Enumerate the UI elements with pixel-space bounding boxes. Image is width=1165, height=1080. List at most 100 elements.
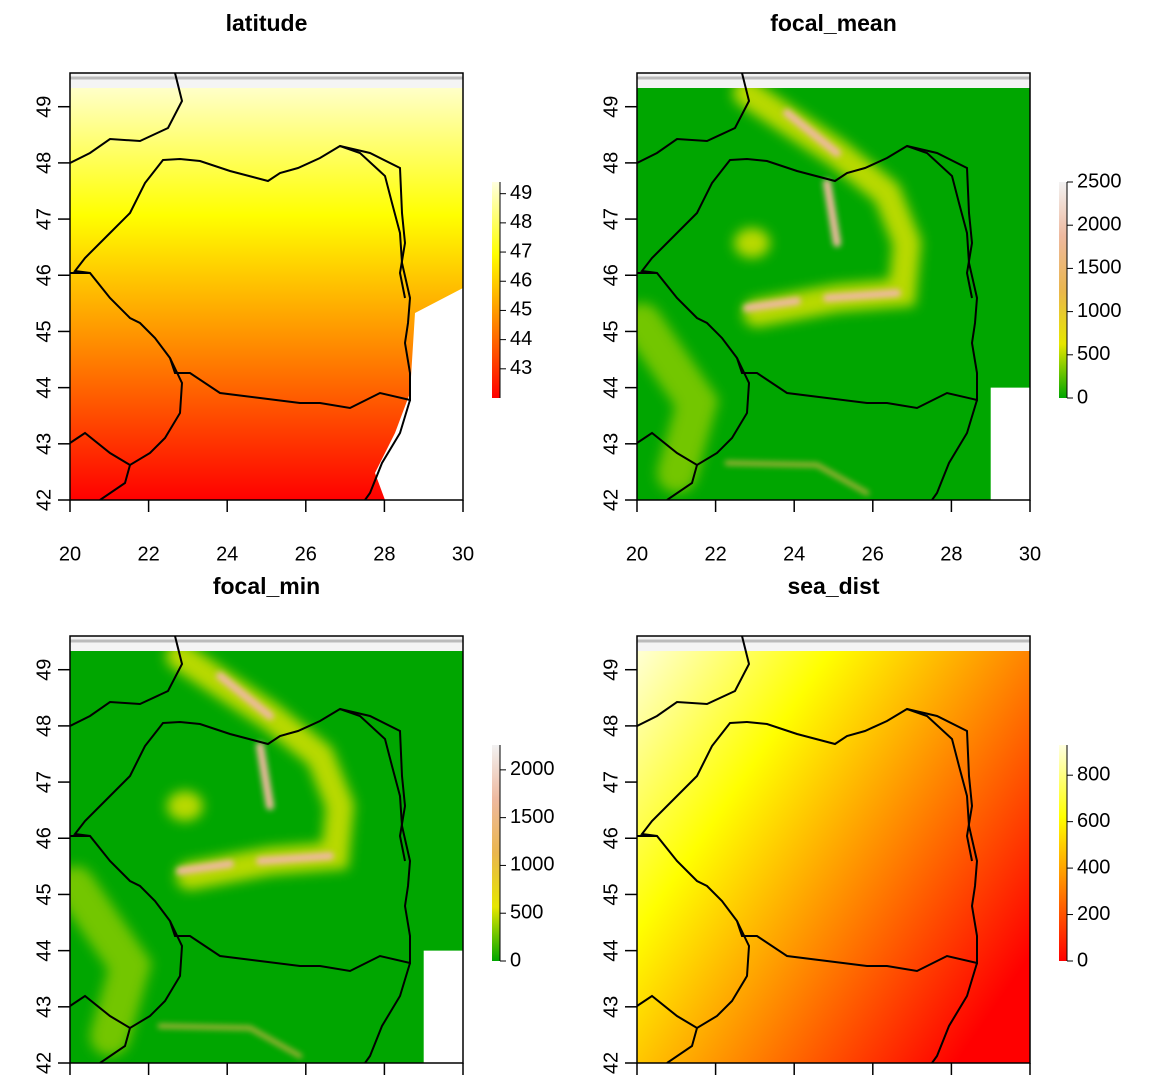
y-tick-label: 47 [600,208,622,230]
colorbar-tick-label: 44 [510,328,532,350]
y-tick-label: 49 [600,96,622,118]
colorbar [1059,745,1067,961]
y-tick-label: 46 [33,827,55,849]
panel-title: focal_mean [770,10,897,36]
relief [167,791,203,821]
y-tick-label: 42 [600,489,622,511]
x-tick-label: 26 [862,543,884,565]
y-tick-label: 46 [33,264,55,286]
country-border [70,636,184,727]
x-tick-label: 28 [373,543,395,565]
y-tick-label: 47 [33,208,55,230]
colorbar-tick-label: 200 [1077,903,1110,925]
y-tick-label: 42 [33,1052,55,1074]
colorbar-tick-label: 1000 [510,854,555,876]
colorbar-tick-label: 1500 [510,806,555,828]
country-border [70,73,184,164]
colorbar-tick-label: 45 [510,299,532,321]
borders [637,73,979,500]
country-border [931,399,978,500]
colorbar-tick-label: 48 [510,211,532,233]
country-border [364,962,411,1063]
colorbar-tick-label: 1500 [1077,257,1122,279]
x-tick-label: 28 [940,543,962,565]
colorbar-tick-label: 0 [510,949,521,971]
peak [176,672,334,875]
y-tick-label: 45 [600,883,622,905]
y-tick-label: 44 [600,377,622,399]
y-tick-label: 45 [33,883,55,905]
plot-frame [69,635,464,1064]
colorbar [492,182,500,398]
plot-frame [69,72,464,501]
country-border [637,636,751,727]
y-tick-label: 48 [600,715,622,737]
country-border [70,920,184,1030]
country-border [99,1027,131,1063]
country-border [666,464,698,500]
y-tick-label: 43 [600,996,622,1018]
borders [637,636,979,1063]
y-tick-label: 42 [600,1052,622,1074]
top-band [70,636,463,651]
raster [637,636,1030,1063]
colorbar-tick-label: 2000 [510,758,555,780]
country-border [339,145,407,299]
raster-base [637,636,1030,1063]
x-tick-label: 30 [1019,543,1041,565]
y-tick-label: 46 [600,264,622,286]
relief [637,303,719,493]
colorbar-tick-label: 400 [1077,856,1110,878]
colorbar-tick-label: 600 [1077,810,1110,832]
y-tick-label: 42 [33,489,55,511]
country-border [931,962,978,1063]
colorbar-tick-label: 47 [510,240,532,262]
panel: focal_mean 20 22 24 26 28 30 42 43 44 45 46 47 48 49 0 5… [600,10,1121,565]
plot-frame [636,72,1031,501]
peak [743,109,901,312]
country-border [364,399,411,500]
y-tick-label: 43 [33,996,55,1018]
colorbar [492,745,500,961]
panel: sea_dist 42 43 44 45 46 47 48 49 0 200 400 600 800 [600,573,1110,1075]
panel-title: latitude [226,10,308,36]
peaks [724,109,901,496]
y-tick-label: 45 [600,320,622,342]
country-border [637,357,751,467]
x-tick-label: 22 [137,543,159,565]
colorbar-tick-label: 2000 [1077,213,1122,235]
x-tick-label: 24 [216,543,238,565]
country-border [73,707,412,973]
x-tick-label: 20 [626,543,648,565]
peak [157,1023,303,1059]
no-data [423,950,463,1063]
y-tick-label: 49 [33,96,55,118]
colorbar-tick-label: 0 [1077,386,1088,408]
y-tick-label: 48 [33,152,55,174]
x-tick-label: 26 [295,543,317,565]
colorbar-tick-label: 49 [510,182,532,204]
top-band [70,73,463,88]
colorbar-tick-label: 0 [1077,949,1088,971]
plot-frame [636,635,1031,1064]
country-border [70,357,184,467]
y-tick-label: 48 [33,715,55,737]
panel: latitude 20 22 24 26 28 30 42 43 44 45 46 47 48 49 43 44… [33,10,532,565]
y-tick-label: 44 [33,377,55,399]
country-border [637,920,751,1030]
peak [724,460,870,496]
y-tick-label: 43 [33,433,55,455]
colorbar-tick-label: 43 [510,357,532,379]
sea [375,288,463,500]
relief [734,228,770,258]
panel-title: sea_dist [787,573,879,599]
colorbar-tick-label: 46 [510,270,532,292]
relief [70,866,152,1056]
y-tick-label: 46 [600,827,622,849]
country-border [906,708,974,862]
colorbar-tick-label: 500 [510,901,543,923]
no-data [990,387,1030,500]
top-band [637,73,1030,88]
country-border [637,73,751,164]
